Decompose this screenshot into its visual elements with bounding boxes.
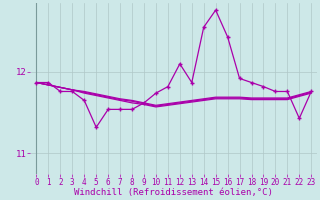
X-axis label: Windchill (Refroidissement éolien,°C): Windchill (Refroidissement éolien,°C) bbox=[75, 188, 273, 197]
